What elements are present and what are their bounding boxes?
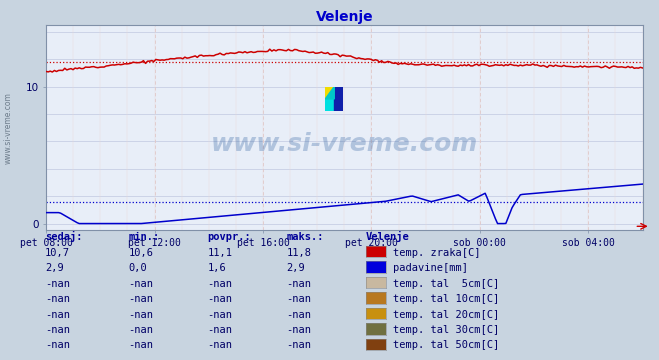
Text: temp. tal 20cm[C]: temp. tal 20cm[C]	[393, 310, 500, 320]
Text: 11,8: 11,8	[287, 248, 312, 258]
Text: -nan: -nan	[129, 279, 154, 289]
Text: -nan: -nan	[45, 341, 70, 351]
Text: -nan: -nan	[129, 294, 154, 304]
Text: maks.:: maks.:	[287, 232, 324, 242]
Text: Velenje: Velenje	[366, 231, 409, 242]
Text: 2,9: 2,9	[287, 263, 305, 273]
Text: -nan: -nan	[208, 279, 233, 289]
Polygon shape	[326, 99, 334, 111]
Text: 2,9: 2,9	[45, 263, 63, 273]
Text: -nan: -nan	[45, 325, 70, 335]
Text: -nan: -nan	[287, 341, 312, 351]
Text: temp. tal 10cm[C]: temp. tal 10cm[C]	[393, 294, 500, 304]
Text: www.si-vreme.com: www.si-vreme.com	[211, 132, 478, 156]
Polygon shape	[334, 86, 343, 111]
Text: sedaj:: sedaj:	[45, 231, 82, 242]
Text: temp. tal 50cm[C]: temp. tal 50cm[C]	[393, 341, 500, 351]
Text: 1,6: 1,6	[208, 263, 226, 273]
Text: padavine[mm]: padavine[mm]	[393, 263, 469, 273]
Text: -nan: -nan	[208, 310, 233, 320]
Text: temp. zraka[C]: temp. zraka[C]	[393, 248, 481, 258]
Text: temp. tal  5cm[C]: temp. tal 5cm[C]	[393, 279, 500, 289]
Text: 0,0: 0,0	[129, 263, 147, 273]
Text: -nan: -nan	[287, 325, 312, 335]
Text: -nan: -nan	[45, 279, 70, 289]
Text: temp. tal 30cm[C]: temp. tal 30cm[C]	[393, 325, 500, 335]
Text: povpr.:: povpr.:	[208, 232, 251, 242]
Text: -nan: -nan	[45, 310, 70, 320]
Text: -nan: -nan	[45, 294, 70, 304]
Text: -nan: -nan	[287, 294, 312, 304]
Text: 10,7: 10,7	[45, 248, 70, 258]
Polygon shape	[326, 86, 334, 99]
Polygon shape	[326, 86, 334, 99]
Text: 11,1: 11,1	[208, 248, 233, 258]
Text: -nan: -nan	[208, 341, 233, 351]
Text: -nan: -nan	[129, 310, 154, 320]
Text: -nan: -nan	[287, 279, 312, 289]
Text: -nan: -nan	[208, 325, 233, 335]
Text: -nan: -nan	[208, 294, 233, 304]
Text: www.si-vreme.com: www.si-vreme.com	[3, 92, 13, 164]
Text: -nan: -nan	[129, 341, 154, 351]
Title: Velenje: Velenje	[316, 10, 373, 24]
Text: -nan: -nan	[129, 325, 154, 335]
Text: -nan: -nan	[287, 310, 312, 320]
Text: 10,6: 10,6	[129, 248, 154, 258]
Text: min.:: min.:	[129, 232, 159, 242]
